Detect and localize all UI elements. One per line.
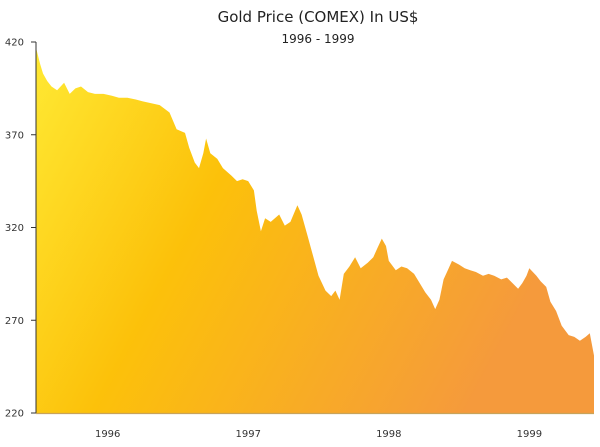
x-tick-label: 1996 (95, 429, 120, 440)
x-tick-label: 1997 (236, 429, 261, 440)
x-axis-ticks: 1996 1997 1998 1999 (95, 429, 542, 440)
price-area (36, 47, 594, 413)
y-tick-label: 220 (5, 409, 24, 420)
y-tick-label: 270 (5, 316, 24, 327)
y-tick-label: 420 (5, 38, 24, 49)
x-tick-label: 1999 (517, 429, 542, 440)
area-layer (36, 47, 594, 413)
chart-title: Gold Price (COMEX) In US$ (218, 8, 419, 26)
x-tick-label: 1998 (376, 429, 401, 440)
chart-subtitle: 1996 - 1999 (281, 32, 354, 46)
y-tick-label: 370 (5, 130, 24, 141)
y-axis-ticks: 420 370 320 270 220 (5, 38, 36, 420)
y-tick-label: 320 (5, 223, 24, 234)
